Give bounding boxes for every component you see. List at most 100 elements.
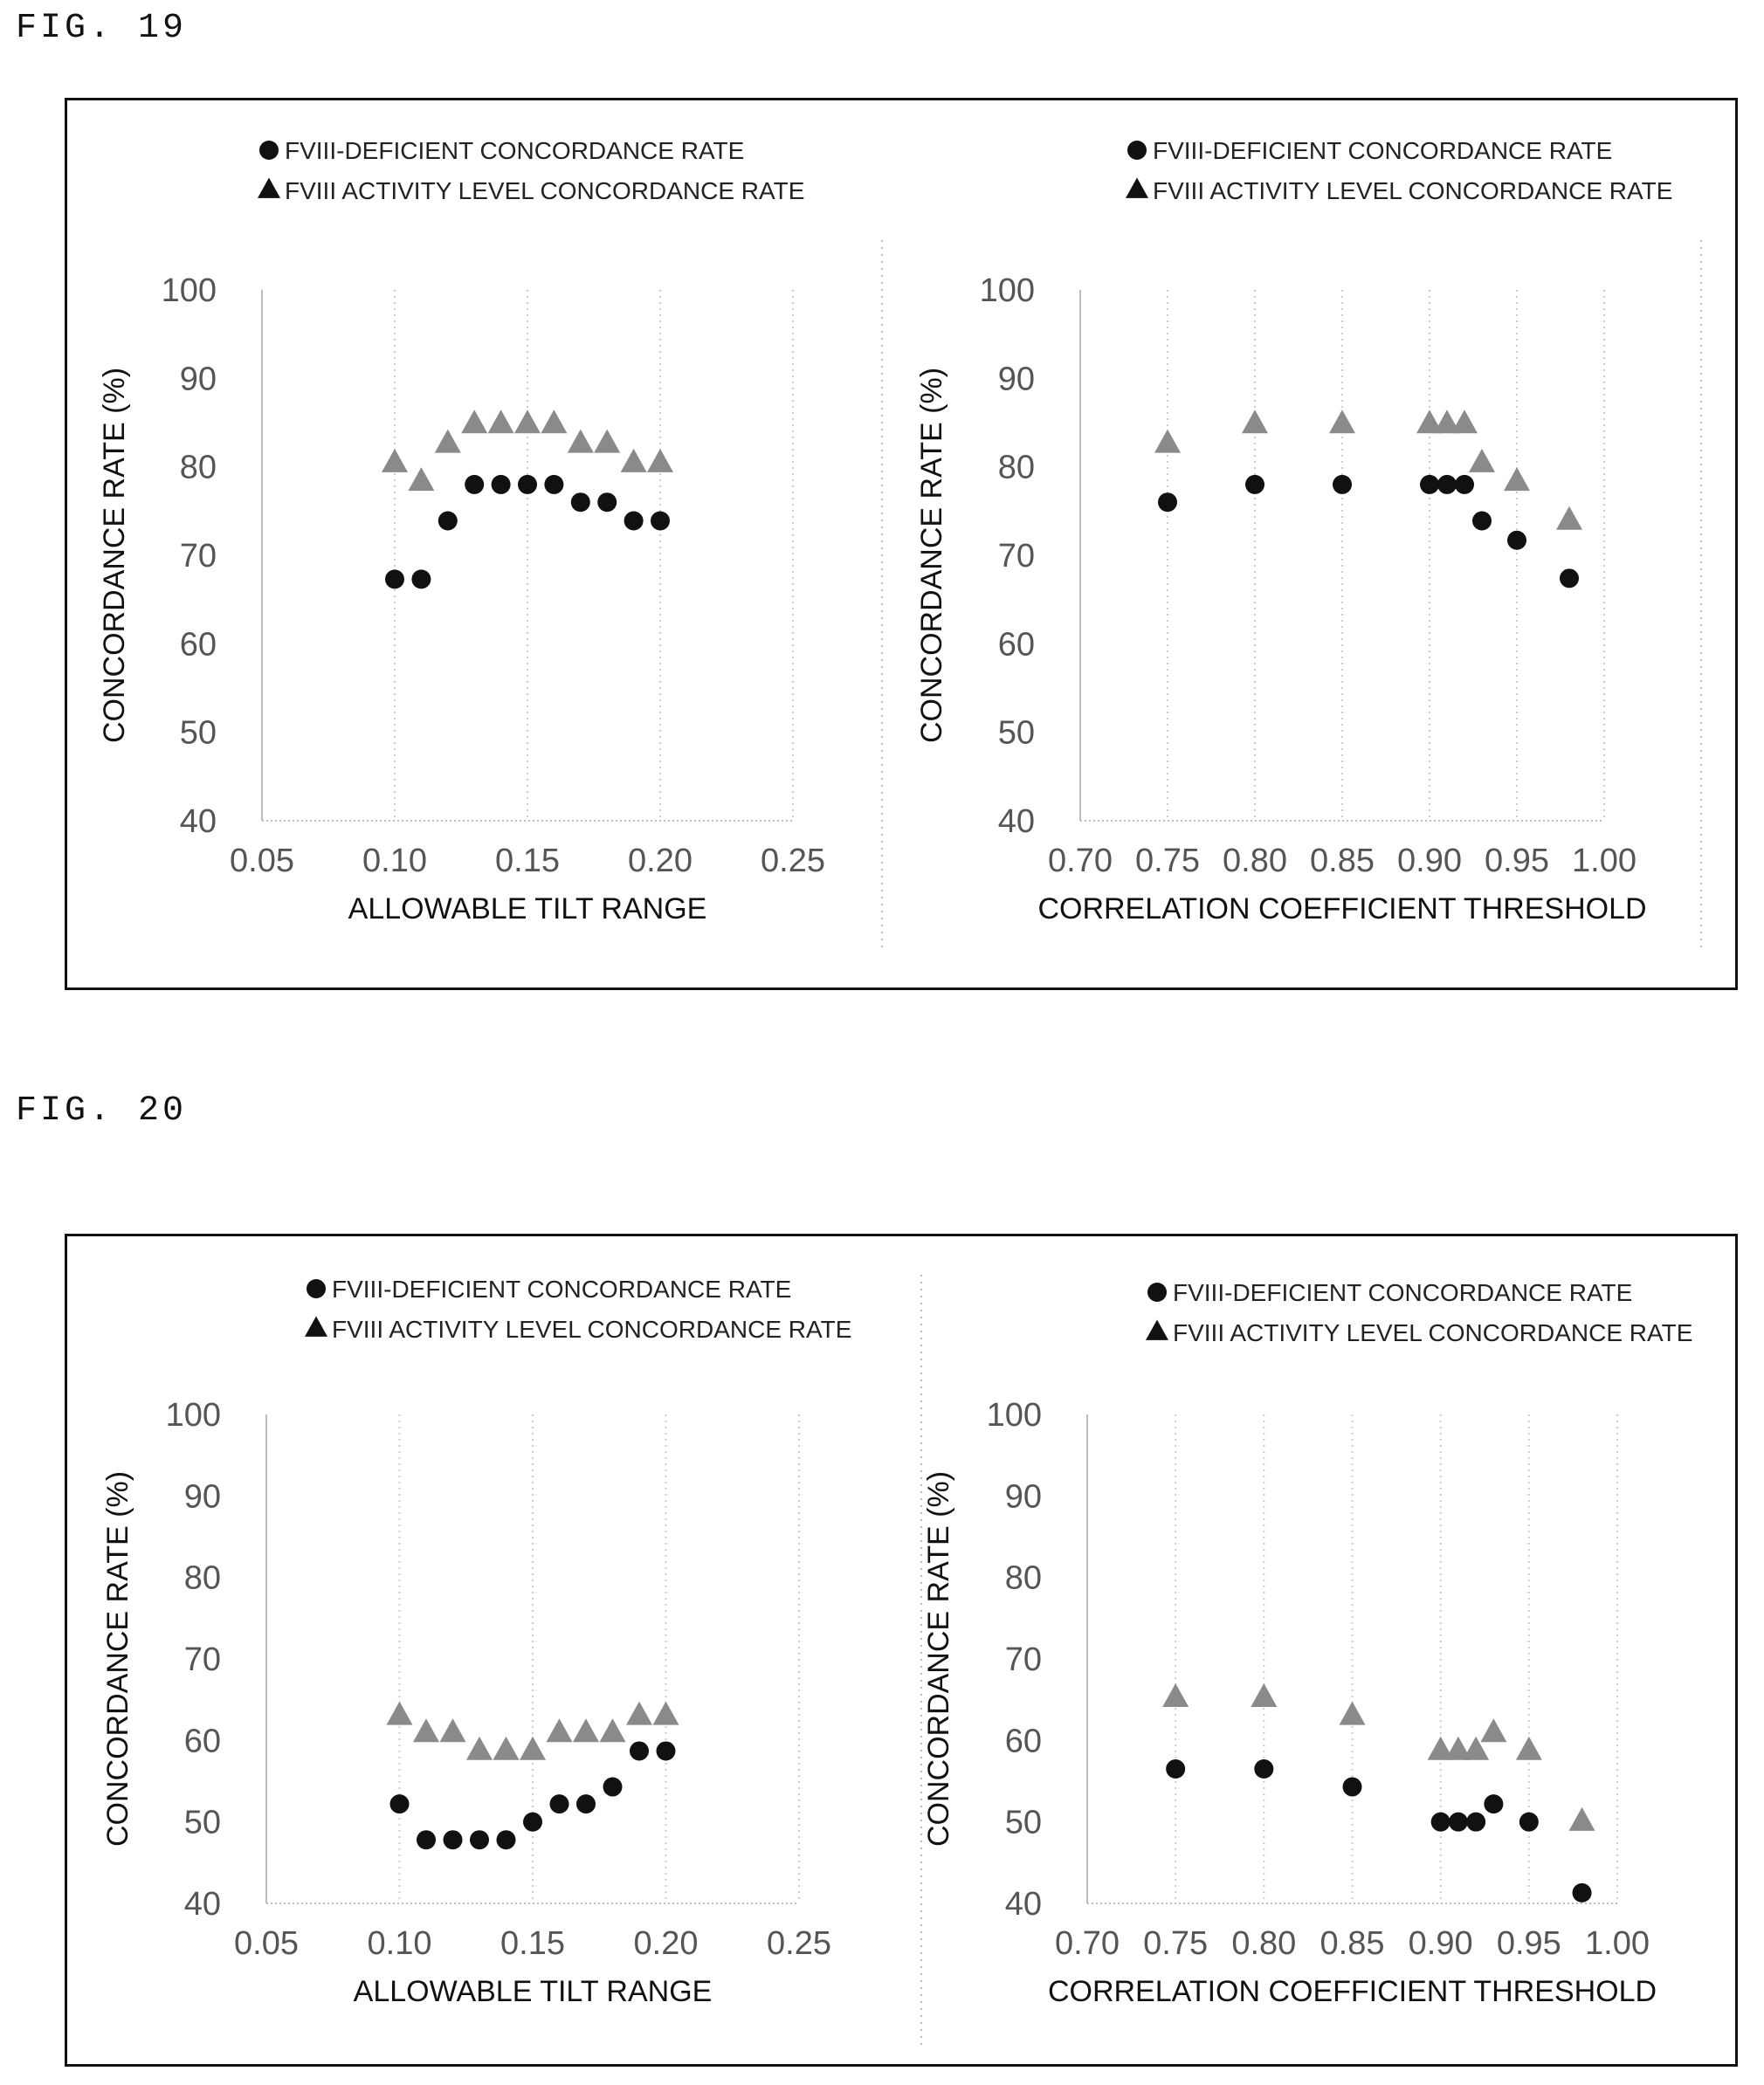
data-point-circle <box>523 1812 542 1832</box>
x-tick-label: 0.95 <box>1497 1925 1561 1962</box>
data-point-triangle <box>466 1736 493 1760</box>
data-point-triangle <box>1329 409 1355 434</box>
data-point-triangle <box>541 409 568 434</box>
data-point-triangle <box>487 409 514 434</box>
legend-circle-marker <box>1147 1283 1167 1302</box>
y-tick-label: 80 <box>998 450 1035 486</box>
data-point-triangle <box>594 429 621 453</box>
y-tick-label: 90 <box>180 361 217 397</box>
legend-triangle-marker <box>305 1316 327 1337</box>
data-point-circle <box>465 474 485 494</box>
legend-triangle-marker <box>1126 177 1148 198</box>
y-axis-label: CONCORDANCE RATE (%) <box>101 1471 134 1847</box>
legend-triangle-marker <box>1146 1319 1168 1340</box>
data-point-circle <box>1519 1812 1539 1832</box>
y-tick-label: 50 <box>180 715 217 752</box>
y-tick-label: 70 <box>1005 1641 1042 1678</box>
y-tick-label: 90 <box>184 1478 221 1515</box>
y-tick-label: 70 <box>184 1641 221 1678</box>
figure-20-frame <box>65 1234 1738 2067</box>
y-tick-label: 100 <box>987 1397 1042 1434</box>
data-point-triangle <box>1515 1736 1542 1760</box>
y-tick-label: 50 <box>998 715 1035 752</box>
x-tick-label: 1.00 <box>1585 1925 1650 1962</box>
y-tick-label: 40 <box>1005 1886 1042 1923</box>
data-point-circle <box>438 511 458 531</box>
data-point-triangle <box>1242 409 1268 434</box>
x-tick-label: 0.90 <box>1397 843 1462 879</box>
data-point-circle <box>389 1794 410 1814</box>
data-point-triangle <box>1416 409 1443 434</box>
data-point-circle <box>1437 474 1457 494</box>
data-point-circle <box>470 1830 489 1850</box>
y-tick-label: 40 <box>184 1886 221 1923</box>
data-point-circle <box>411 569 431 589</box>
data-point-triangle <box>1463 1736 1490 1760</box>
legend-circle-marker <box>259 141 279 160</box>
data-point-circle <box>1448 1812 1468 1832</box>
legend-label: FVIII-DEFICIENT CONCORDANCE RATE <box>1153 137 1612 164</box>
data-point-circle <box>1245 474 1264 494</box>
figure-label: FIG. 19 <box>16 9 188 48</box>
figure-label: FIG. 20 <box>16 1091 188 1131</box>
data-point-triangle <box>493 1736 520 1760</box>
x-tick-label: 0.85 <box>1310 843 1375 879</box>
legend-triangle-marker <box>258 177 280 198</box>
data-point-circle <box>1342 1777 1362 1797</box>
y-tick-label: 90 <box>1005 1478 1042 1515</box>
data-point-triangle <box>514 409 541 434</box>
y-tick-label: 70 <box>180 538 217 575</box>
legend-label: FVIII ACTIVITY LEVEL CONCORDANCE RATE <box>285 177 804 204</box>
x-tick-label: 0.70 <box>1055 1925 1120 1962</box>
data-point-triangle <box>626 1701 652 1725</box>
data-point-circle <box>603 1777 623 1797</box>
data-point-circle <box>443 1830 463 1850</box>
data-point-circle <box>576 1794 596 1814</box>
figure-19-frame <box>65 98 1738 990</box>
x-axis-label: CORRELATION COEFFICIENT THRESHOLD <box>1048 1975 1657 2008</box>
y-tick-label: 50 <box>1005 1805 1042 1841</box>
data-point-circle <box>1420 474 1439 494</box>
x-tick-label: 1.00 <box>1572 843 1637 879</box>
y-axis-label: CONCORDANCE RATE (%) <box>922 1471 955 1847</box>
data-point-circle <box>1158 492 1177 513</box>
x-axis-label: CORRELATION COEFFICIENT THRESHOLD <box>1037 892 1646 926</box>
data-point-circle <box>385 569 404 589</box>
legend-label: FVIII ACTIVITY LEVEL CONCORDANCE RATE <box>332 1316 851 1343</box>
data-point-circle <box>624 511 644 531</box>
data-point-triangle <box>408 467 435 492</box>
data-point-triangle <box>1427 1736 1454 1760</box>
data-point-circle <box>518 474 537 494</box>
data-point-circle <box>1466 1812 1486 1832</box>
data-point-triangle <box>461 409 488 434</box>
data-point-triangle <box>620 448 647 472</box>
legend-label: FVIII-DEFICIENT CONCORDANCE RATE <box>285 137 744 164</box>
data-point-circle <box>1254 1759 1274 1779</box>
x-tick-label: 0.15 <box>495 843 560 879</box>
data-point-circle <box>496 1830 516 1850</box>
data-point-triangle <box>1434 409 1460 434</box>
data-point-triangle <box>573 1718 599 1743</box>
data-point-circle <box>1560 568 1579 588</box>
x-tick-label: 0.80 <box>1231 1925 1296 1962</box>
x-tick-label: 0.75 <box>1143 1925 1208 1962</box>
y-tick-label: 60 <box>180 626 217 663</box>
y-tick-label: 80 <box>1005 1560 1042 1597</box>
data-point-triangle <box>386 1701 413 1725</box>
y-tick-label: 70 <box>998 538 1035 575</box>
data-point-triangle <box>434 429 461 453</box>
data-point-triangle <box>599 1718 626 1743</box>
data-point-triangle <box>1480 1718 1507 1743</box>
y-tick-label: 40 <box>180 803 217 840</box>
data-point-circle <box>630 1741 649 1761</box>
x-axis-label: ALLOWABLE TILT RANGE <box>348 892 707 926</box>
x-tick-label: 0.75 <box>1135 843 1200 879</box>
data-point-triangle <box>647 448 673 472</box>
data-point-circle <box>417 1830 436 1850</box>
data-point-triangle <box>1162 1683 1189 1708</box>
data-point-circle <box>1166 1759 1186 1779</box>
x-tick-label: 0.20 <box>634 1925 699 1962</box>
y-axis-label: CONCORDANCE RATE (%) <box>98 368 131 743</box>
data-point-triangle <box>1556 506 1582 530</box>
x-tick-label: 0.25 <box>767 1925 831 1962</box>
